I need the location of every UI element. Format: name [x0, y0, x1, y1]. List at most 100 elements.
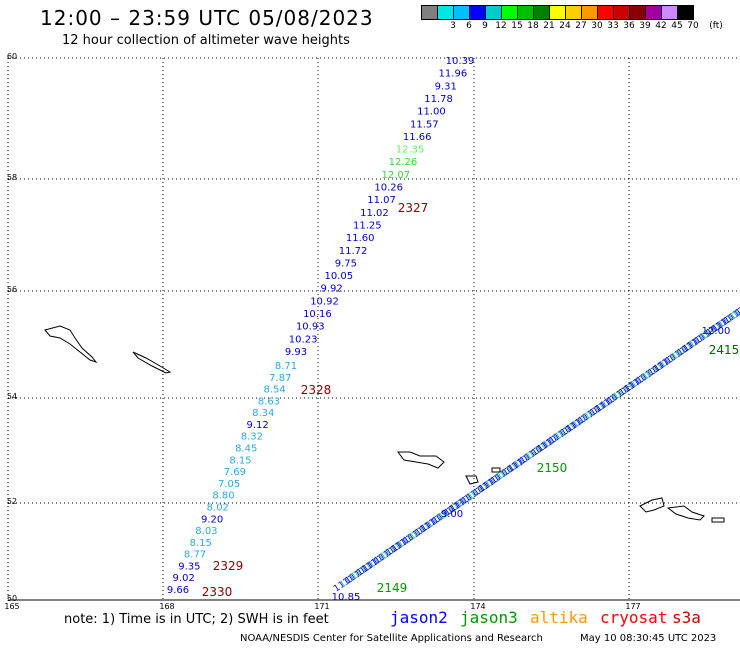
island-outline	[666, 505, 705, 521]
legend-label: 45	[671, 21, 683, 31]
wave-height-label: 9.02	[173, 573, 195, 584]
legend-label: 15	[511, 21, 523, 31]
wave-height-label: 10.85	[332, 592, 361, 603]
map-subtitle: 12 hour collection of altimeter wave hei…	[62, 33, 350, 48]
legend-label: 27	[575, 21, 587, 31]
legend-label: 30	[591, 21, 603, 31]
wave-height-label: 10.23	[289, 334, 318, 345]
wave-height-label: 9.92	[321, 284, 343, 295]
legend-swatch	[677, 5, 694, 20]
wave-height-label: 10.16	[303, 309, 332, 320]
legend-label: 9	[482, 21, 488, 31]
wave-height-label: 11.57	[410, 119, 439, 130]
wave-height-label: 8.34	[252, 408, 274, 419]
wave-height-label: 10.93	[296, 322, 325, 333]
legend-label: 70	[687, 21, 699, 31]
island-outline	[639, 497, 665, 513]
wave-height-label: 9.00	[441, 509, 463, 520]
wave-height-label: 11.07	[367, 195, 396, 206]
wave-height-label: 9.20	[201, 514, 223, 525]
lat-label: 54	[7, 392, 17, 401]
wave-height-label: 11.60	[346, 233, 375, 244]
time-label: 2149	[377, 581, 408, 595]
wave-height-label: 8.03	[195, 526, 217, 537]
time-label: 2329	[213, 559, 244, 573]
wave-height-label: 7.69	[224, 467, 246, 478]
legend-label: 3	[450, 21, 456, 31]
lon-label: 174	[470, 602, 485, 611]
island-outline	[711, 517, 725, 523]
satellite-label: jason3	[460, 608, 518, 627]
legend-unit: (ft)	[709, 21, 723, 31]
wave-height-label: 8.15	[229, 455, 251, 466]
wave-height-label: 10.92	[310, 296, 339, 307]
generated-timestamp: May 10 08:30:45 UTC 2023	[580, 633, 717, 644]
wave-height-label: 8.80	[212, 491, 234, 502]
wave-height-label: 7.05	[218, 479, 240, 490]
legend-label: 12	[495, 21, 507, 31]
lon-label: 165	[4, 602, 19, 611]
lon-label: 177	[625, 602, 640, 611]
wave-height-label: 11.72	[339, 246, 368, 257]
legend-label: 36	[623, 21, 635, 31]
wave-height-label: 8.32	[241, 432, 263, 443]
wave-height-label: 12.00	[702, 326, 731, 337]
time-label: 2415	[709, 343, 740, 357]
wave-height-label: 8.77	[184, 550, 206, 561]
lat-label: 52	[7, 497, 17, 506]
wave-height-label: 8.63	[258, 396, 280, 407]
wave-height-label: 11.02	[360, 208, 389, 219]
land-outlines	[44, 325, 725, 523]
lon-label: 168	[159, 602, 174, 611]
wave-height-label: 8.45	[235, 444, 257, 455]
diagonal-track: 1111111111111111111111111111111111111111…	[332, 297, 740, 594]
island-outline	[491, 467, 501, 473]
wave-height-label: 8.15	[190, 538, 212, 549]
wave-height-label: 7.87	[269, 373, 291, 384]
lat-label: 50	[7, 594, 17, 603]
wave-height-label: 10.39	[446, 56, 475, 67]
wave-height-label: 9.66	[167, 585, 189, 596]
legend-label: 24	[559, 21, 571, 31]
wave-height-label: 8.71	[275, 361, 297, 372]
track-label-glyph: 1111	[734, 297, 740, 318]
legend-label: 21	[543, 21, 555, 31]
lon-label: 171	[314, 602, 329, 611]
lat-label: 58	[7, 173, 17, 182]
wave-height-label: 11.00	[417, 107, 446, 118]
color-legend	[421, 5, 694, 20]
legend-label: 42	[655, 21, 667, 31]
footer-note: note: 1) Time is in UTC; 2) SWH is in fe…	[64, 612, 329, 627]
map-title: 12:00 – 23:59 UTC 05/08/2023	[40, 6, 374, 30]
island-outline	[397, 451, 445, 469]
satellite-label: cryosat	[600, 608, 668, 627]
wave-height-label: 9.31	[435, 81, 457, 92]
wave-height-label: 11.78	[424, 94, 453, 105]
legend-labels: 3 6 9 12 15 18 21 24 27 30 33 36 39 42 45 70 (ft)	[421, 21, 740, 33]
wave-height-label: 12.26	[389, 157, 418, 168]
wave-height-label: 11.66	[403, 132, 432, 143]
lat-label: 56	[7, 285, 17, 294]
island-outline	[44, 325, 98, 364]
time-label: 2328	[301, 383, 332, 397]
satellite-label: s3a	[672, 608, 701, 627]
wave-height-label: 9.12	[246, 420, 268, 431]
wave-height-label: 10.05	[324, 271, 353, 282]
legend-label: 6	[466, 21, 472, 31]
wave-height-label: 11.25	[353, 220, 382, 231]
time-label: 2330	[202, 585, 233, 599]
wave-height-label: 11.96	[439, 69, 468, 80]
legend-label: 39	[639, 21, 651, 31]
credit-text: NOAA/NESDIS Center for Satellite Applica…	[240, 633, 543, 644]
time-label: 2150	[537, 461, 568, 475]
wave-height-label: 9.35	[178, 561, 200, 572]
track-label-glyph: 1111	[728, 301, 740, 322]
time-label: 2327	[398, 201, 429, 215]
island-outline	[465, 475, 479, 485]
satellite-label: jason2	[390, 608, 448, 627]
wave-height-label: 10.26	[374, 183, 403, 194]
island-outline	[132, 351, 172, 374]
satellite-label: altika	[530, 608, 588, 627]
